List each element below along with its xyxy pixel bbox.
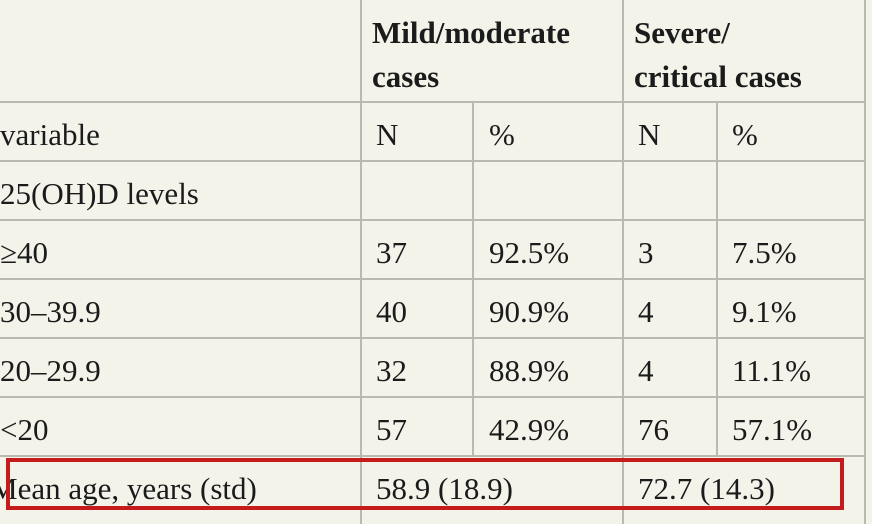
grid-line: [0, 219, 866, 221]
subheader-n2: N: [638, 117, 661, 152]
table-cell-n2: 76: [638, 412, 669, 447]
table-row-label: ≥40: [0, 235, 49, 270]
grid-line: [0, 101, 866, 103]
grid-line: [360, 0, 362, 524]
age-row-group1: 58.9 (18.9): [376, 471, 513, 506]
table-cell-p1: 88.9%: [489, 353, 570, 388]
age-row-group2: 72.7 (14.3): [638, 471, 775, 506]
table-row-label: 20–29.9: [0, 353, 101, 388]
table-cell-p1: 42.9%: [489, 412, 570, 447]
header-group1-line2: cases: [372, 59, 440, 94]
grid-line: [472, 101, 474, 455]
grid-line: [0, 455, 866, 457]
header-group1-line1: Mild/moderate: [372, 15, 571, 50]
subheader-n1: N: [376, 117, 399, 152]
grid-line: [622, 0, 624, 524]
table-cell-n1: 32: [376, 353, 407, 388]
table-cell-n2: 4: [638, 353, 654, 388]
header-group2-line1: Severe/: [634, 15, 730, 50]
header-group2-line2: critical cases: [634, 59, 802, 94]
table-cell-n1: 37: [376, 235, 407, 270]
grid-line: [0, 160, 866, 162]
grid-line: [0, 278, 866, 280]
table-cell-p2: 57.1%: [732, 412, 813, 447]
table-cell-p1: 92.5%: [489, 235, 570, 270]
table-cell-p1: 90.9%: [489, 294, 570, 329]
table-cell-p2: 9.1%: [732, 294, 797, 329]
table-cell-p2: 11.1%: [732, 353, 811, 388]
table-row-label: <20: [0, 412, 49, 447]
table-cell-n2: 4: [638, 294, 654, 329]
table-cell-n1: 57: [376, 412, 407, 447]
table-cell-p2: 7.5%: [732, 235, 797, 270]
highlight-box: [6, 458, 844, 510]
grid-line: [716, 101, 718, 455]
section-label: 25(OH)D levels: [0, 176, 199, 211]
table-cell-n2: 3: [638, 235, 654, 270]
grid-line: [864, 0, 866, 524]
table-cell-n1: 40: [376, 294, 407, 329]
subheader-p1: %: [489, 117, 515, 152]
age-row-label: Mean age, years (std): [0, 471, 257, 506]
table-row-label: 30–39.9: [0, 294, 101, 329]
subheader-variable: variable: [0, 117, 100, 152]
grid-line: [0, 396, 866, 398]
grid-line: [0, 337, 866, 339]
subheader-p2: %: [732, 117, 758, 152]
